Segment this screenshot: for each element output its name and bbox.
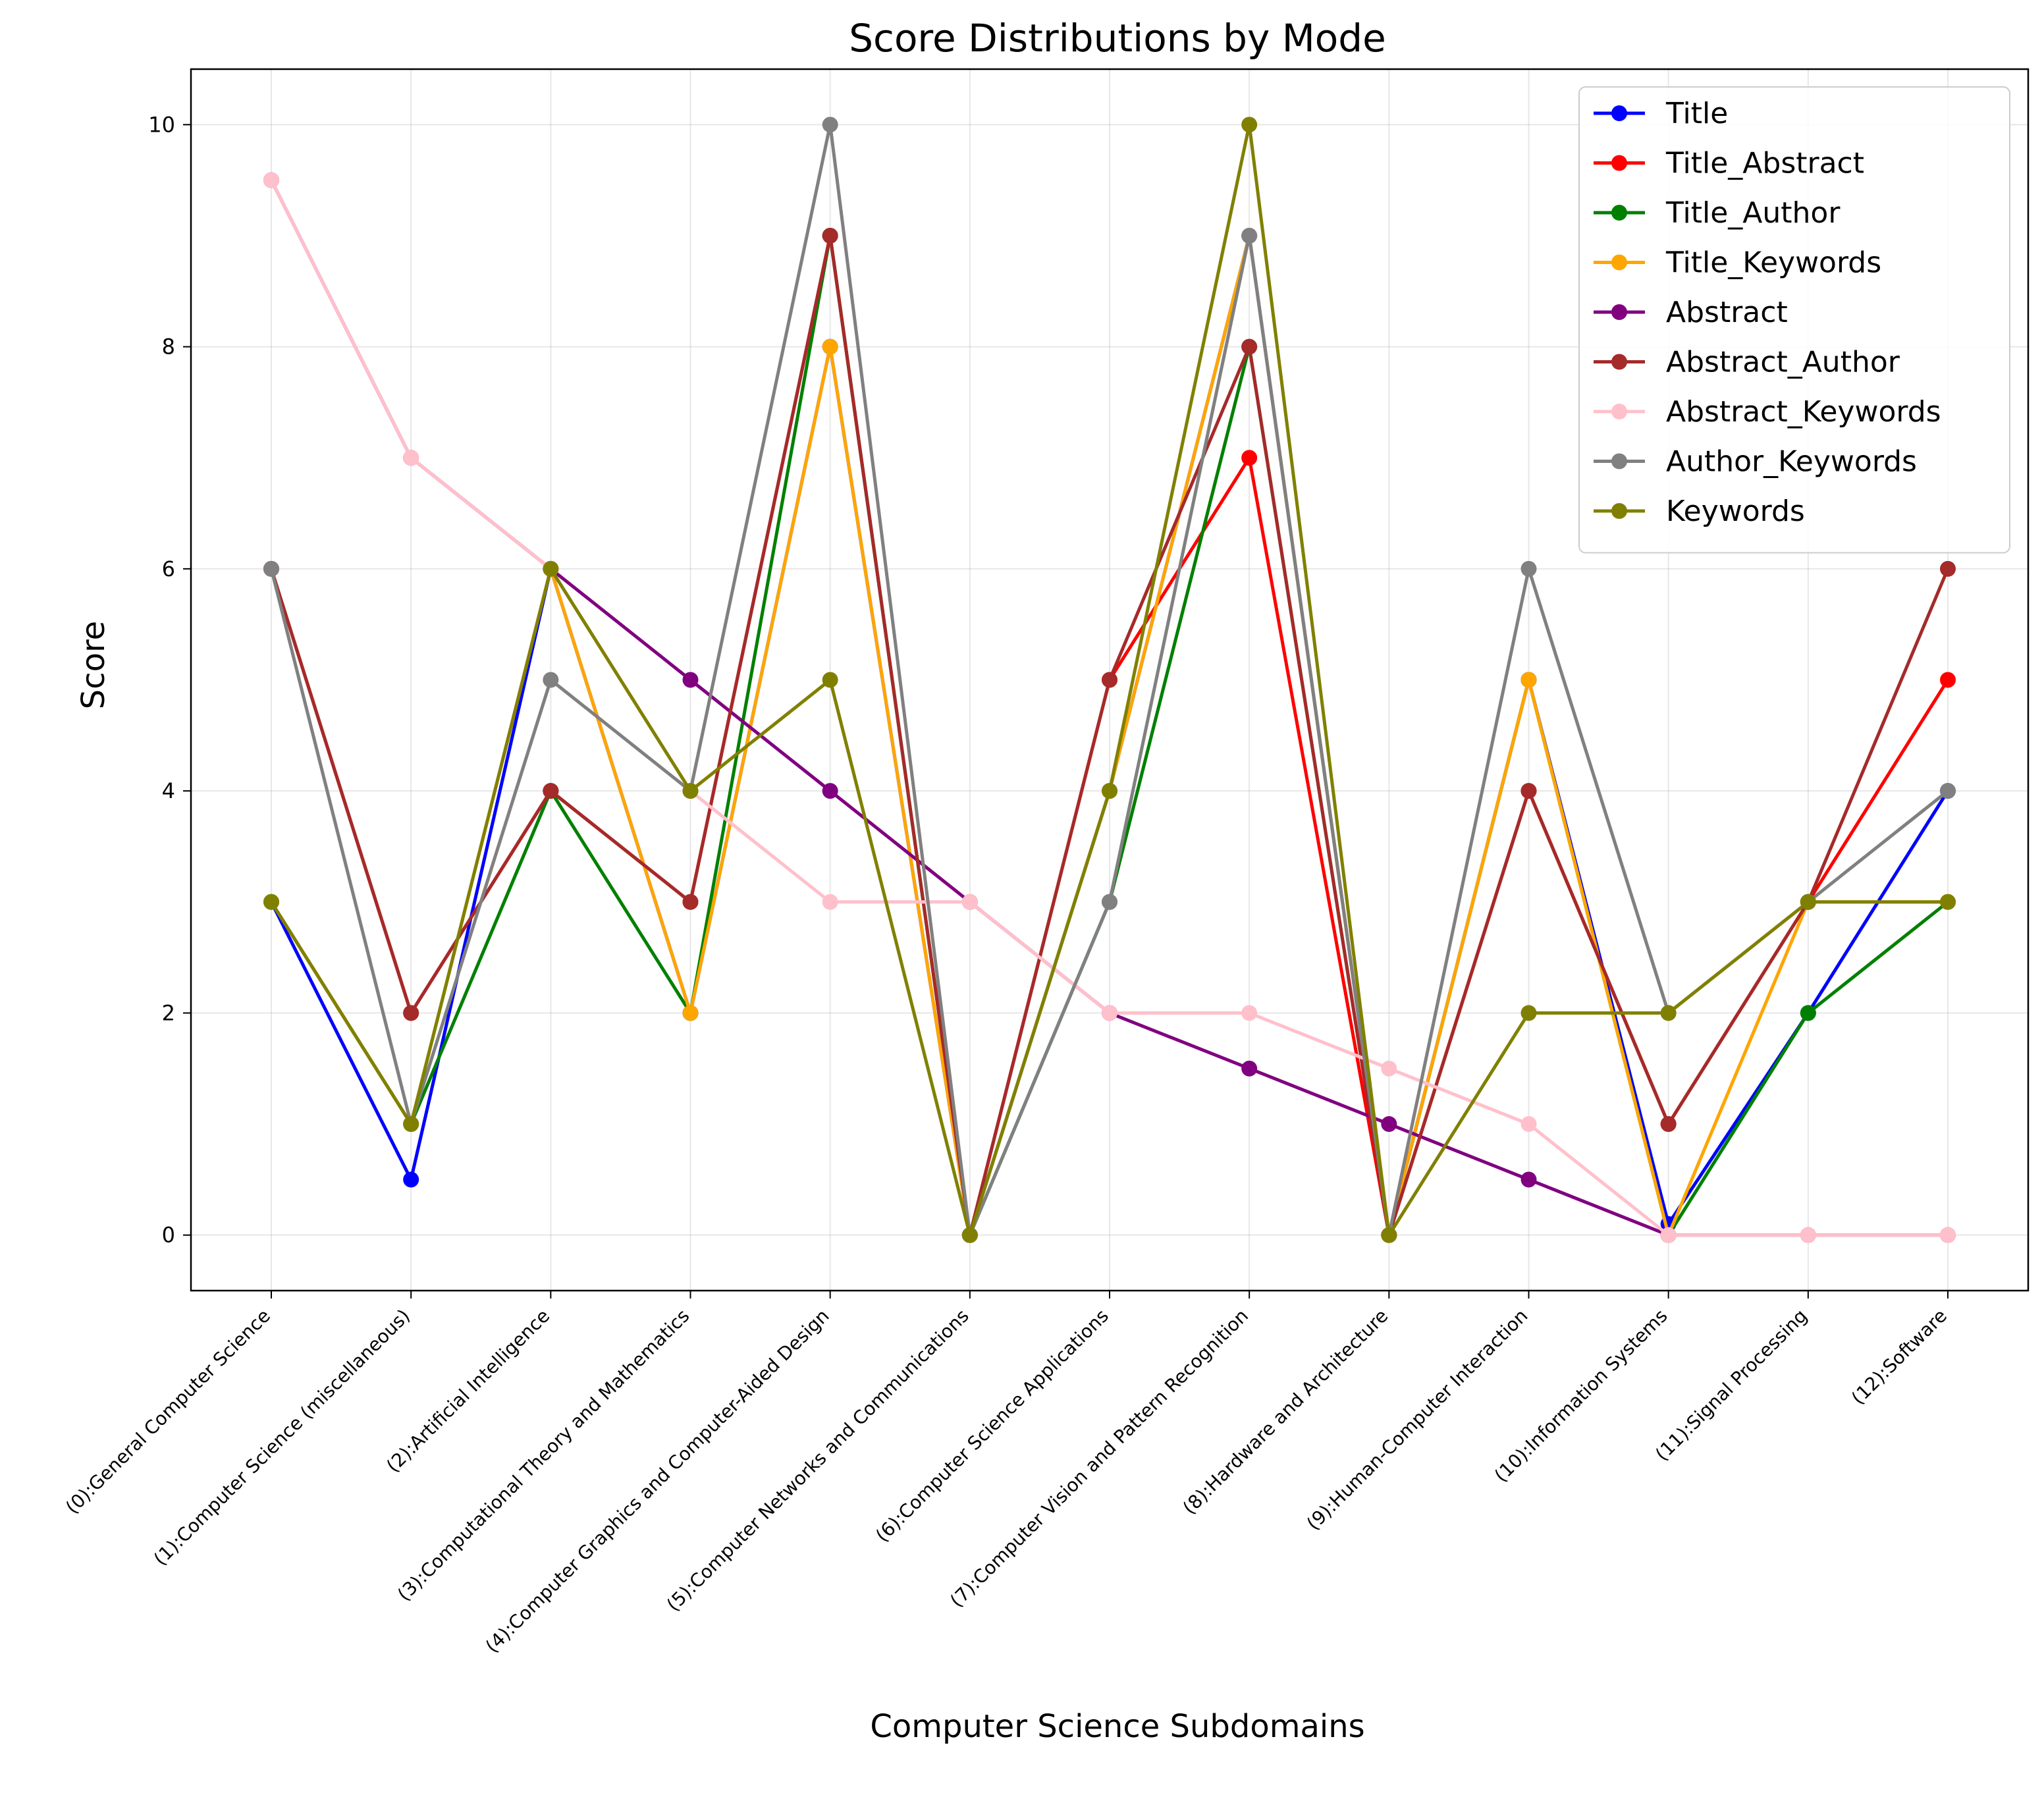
data-point [1940, 560, 1956, 577]
legend-marker [1611, 205, 1627, 221]
data-point [1940, 1227, 1956, 1243]
data-point [1241, 1005, 1258, 1021]
data-point [403, 1116, 419, 1133]
data-point [1520, 1116, 1537, 1133]
legend-marker [1611, 304, 1627, 320]
data-point [822, 672, 838, 688]
data-point [1381, 1060, 1397, 1077]
data-point [1102, 783, 1117, 799]
chart-title: Score Distributions by Mode [849, 16, 1386, 61]
series-keywords [263, 117, 1956, 1243]
legend-label: Title_Keywords [1665, 246, 1881, 280]
data-point [403, 1005, 419, 1021]
legend-item: Title_Keywords [1594, 246, 1881, 280]
data-point [1102, 672, 1117, 688]
data-point [682, 1005, 699, 1021]
legend-label: Keywords [1666, 495, 1805, 528]
legend-frame [1578, 86, 2010, 554]
y-tick-label: 8 [162, 335, 175, 360]
data-point [1520, 1005, 1537, 1021]
data-point [543, 560, 559, 577]
legend-item: Title_Abstract [1594, 147, 1864, 180]
legend-label: Abstract [1666, 296, 1788, 329]
legend-label: Title [1665, 97, 1728, 130]
data-point [1520, 560, 1537, 577]
y-tick-label: 0 [162, 1223, 175, 1248]
data-point [1940, 894, 1956, 910]
data-point [1381, 1227, 1397, 1243]
data-point [1381, 1116, 1397, 1133]
data-point [543, 672, 559, 688]
y-tick-label: 2 [162, 1000, 175, 1025]
data-point [1520, 1171, 1537, 1188]
data-point [1660, 1227, 1677, 1243]
data-point [822, 894, 838, 910]
data-point [1102, 894, 1117, 910]
legend-item: Abstract [1594, 296, 1788, 329]
legend-item: Keywords [1594, 495, 1805, 528]
legend-item: Title_Author [1594, 196, 1841, 230]
y-tick-label: 10 [148, 112, 175, 137]
legend-marker [1611, 155, 1627, 171]
data-point [543, 783, 559, 799]
plot-frame [190, 68, 2030, 1292]
data-point [263, 894, 279, 910]
data-point [1800, 894, 1816, 910]
data-point [263, 172, 279, 188]
data-point [1241, 450, 1258, 466]
data-point [822, 227, 838, 244]
data-point [1102, 1005, 1117, 1021]
data-point [961, 894, 978, 910]
data-point [1520, 672, 1537, 688]
legend-marker [1611, 453, 1627, 469]
data-point [1241, 1060, 1258, 1077]
data-point [822, 117, 838, 133]
x-axis-label: Computer Science Subdomains [870, 1708, 1364, 1745]
data-point [1241, 338, 1258, 355]
legend-marker [1611, 503, 1627, 519]
data-point [822, 338, 838, 355]
data-point [1241, 117, 1258, 133]
legend-item: Title [1594, 97, 1728, 130]
legend-label: Abstract_Keywords [1666, 395, 1941, 429]
data-point [1800, 1005, 1816, 1021]
data-point [1660, 1116, 1677, 1133]
data-point [263, 560, 279, 577]
data-point [682, 672, 699, 688]
y-tick-label: 4 [162, 778, 175, 803]
series-layer [263, 117, 1956, 1243]
y-axis-label: Score [75, 621, 112, 709]
data-point [1800, 1227, 1816, 1243]
legend-label: Author_Keywords [1666, 445, 1917, 479]
legend-item: Abstract_Keywords [1594, 395, 1941, 429]
data-point [403, 1171, 419, 1188]
legend-label: Abstract_Author [1666, 346, 1900, 379]
data-point [403, 450, 419, 466]
data-point [961, 1227, 978, 1243]
data-point [822, 783, 838, 799]
data-point [1940, 783, 1956, 799]
legend-label: Title_Author [1665, 196, 1841, 230]
legend-item: Author_Keywords [1594, 445, 1917, 479]
legend-marker [1611, 404, 1627, 419]
data-point [682, 894, 699, 910]
legend-label: Title_Abstract [1665, 147, 1864, 180]
data-point [682, 783, 699, 799]
legend-marker [1611, 254, 1627, 271]
data-point [1940, 672, 1956, 688]
data-point [1241, 227, 1258, 244]
data-point [1520, 783, 1537, 799]
data-point [1660, 1005, 1677, 1021]
legend: Title Title_Abstract Title_Author Title_Key… [1578, 86, 2010, 554]
legend-item: Abstract_Author [1594, 346, 1900, 379]
y-tick-label: 6 [162, 556, 175, 581]
legend-marker [1611, 354, 1627, 370]
legend-marker [1611, 105, 1627, 121]
